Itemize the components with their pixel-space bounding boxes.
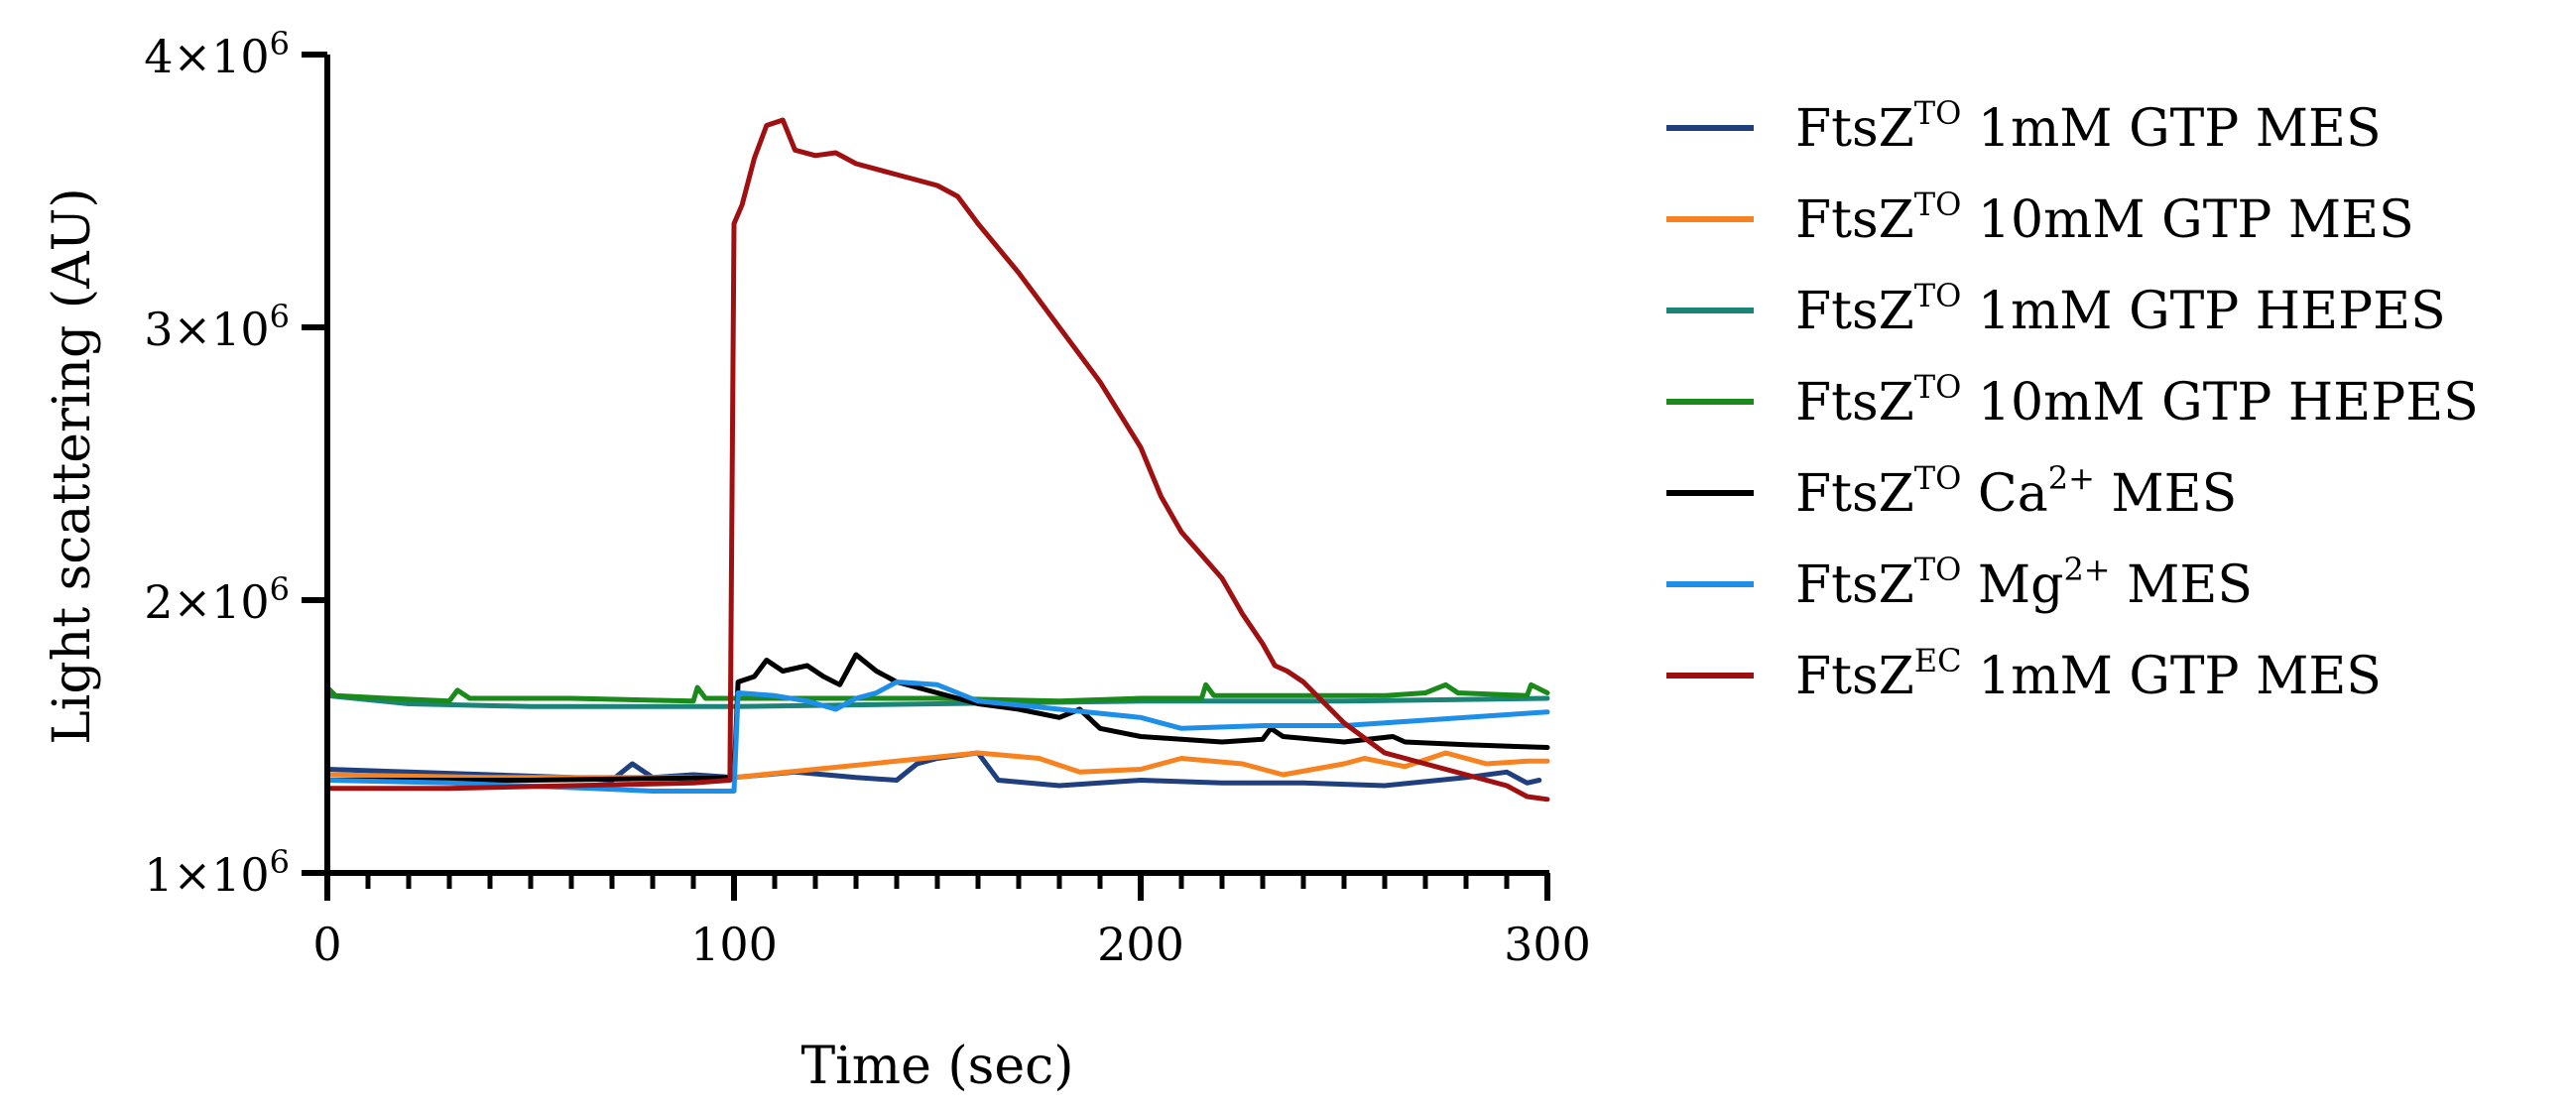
x-tick-label: 0 [312, 918, 341, 971]
legend-label: FtsZTO Ca2+ MES [1795, 459, 2237, 524]
x-tick-label: 200 [1097, 918, 1184, 971]
y-tick-label: 1×106 [144, 843, 290, 902]
y-ticks: 1×106 2×106 3×106 4×106 [144, 25, 327, 902]
y-tick-label: 3×106 [144, 298, 290, 356]
y-tick-label: 4×106 [144, 25, 290, 83]
series-line-7 [324, 117, 1550, 802]
axes: 0 100 200 300 1×106 2×106 3×106 4×106 Time (se… [43, 25, 1591, 1096]
legend-label: FtsZTO 10mM GTP HEPES [1795, 368, 2479, 432]
legend: FtsZTO 1mM GTP MES FtsZTO 10mM GTP MES Fts… [1666, 94, 2479, 706]
x-tick-label: 300 [1504, 918, 1591, 971]
x-axis-title: Time (sec) [800, 1037, 1073, 1096]
series-line-2 [324, 750, 1550, 781]
series-line-6 [324, 679, 1550, 794]
legend-label: FtsZTO 10mM GTP MES [1795, 185, 2414, 250]
y-tick-label: 2×106 [144, 570, 290, 629]
series-line-3 [324, 692, 1550, 709]
y-axis-title: Light scattering (AU) [43, 187, 102, 745]
x-tick-label: 100 [690, 918, 778, 971]
series-line-4 [324, 681, 1550, 704]
legend-label: FtsZTO 1mM GTP MES [1795, 94, 2382, 159]
legend-label: FtsZEC 1mM GTP MES [1795, 642, 2382, 706]
series-line-5 [324, 652, 1550, 783]
legend-label: FtsZTO Mg2+ MES [1795, 551, 2253, 615]
x-ticks: 0 100 200 300 [312, 873, 1591, 971]
legend-label: FtsZTO 1mM GTP HEPES [1795, 277, 2446, 341]
plot-area [324, 117, 1550, 802]
